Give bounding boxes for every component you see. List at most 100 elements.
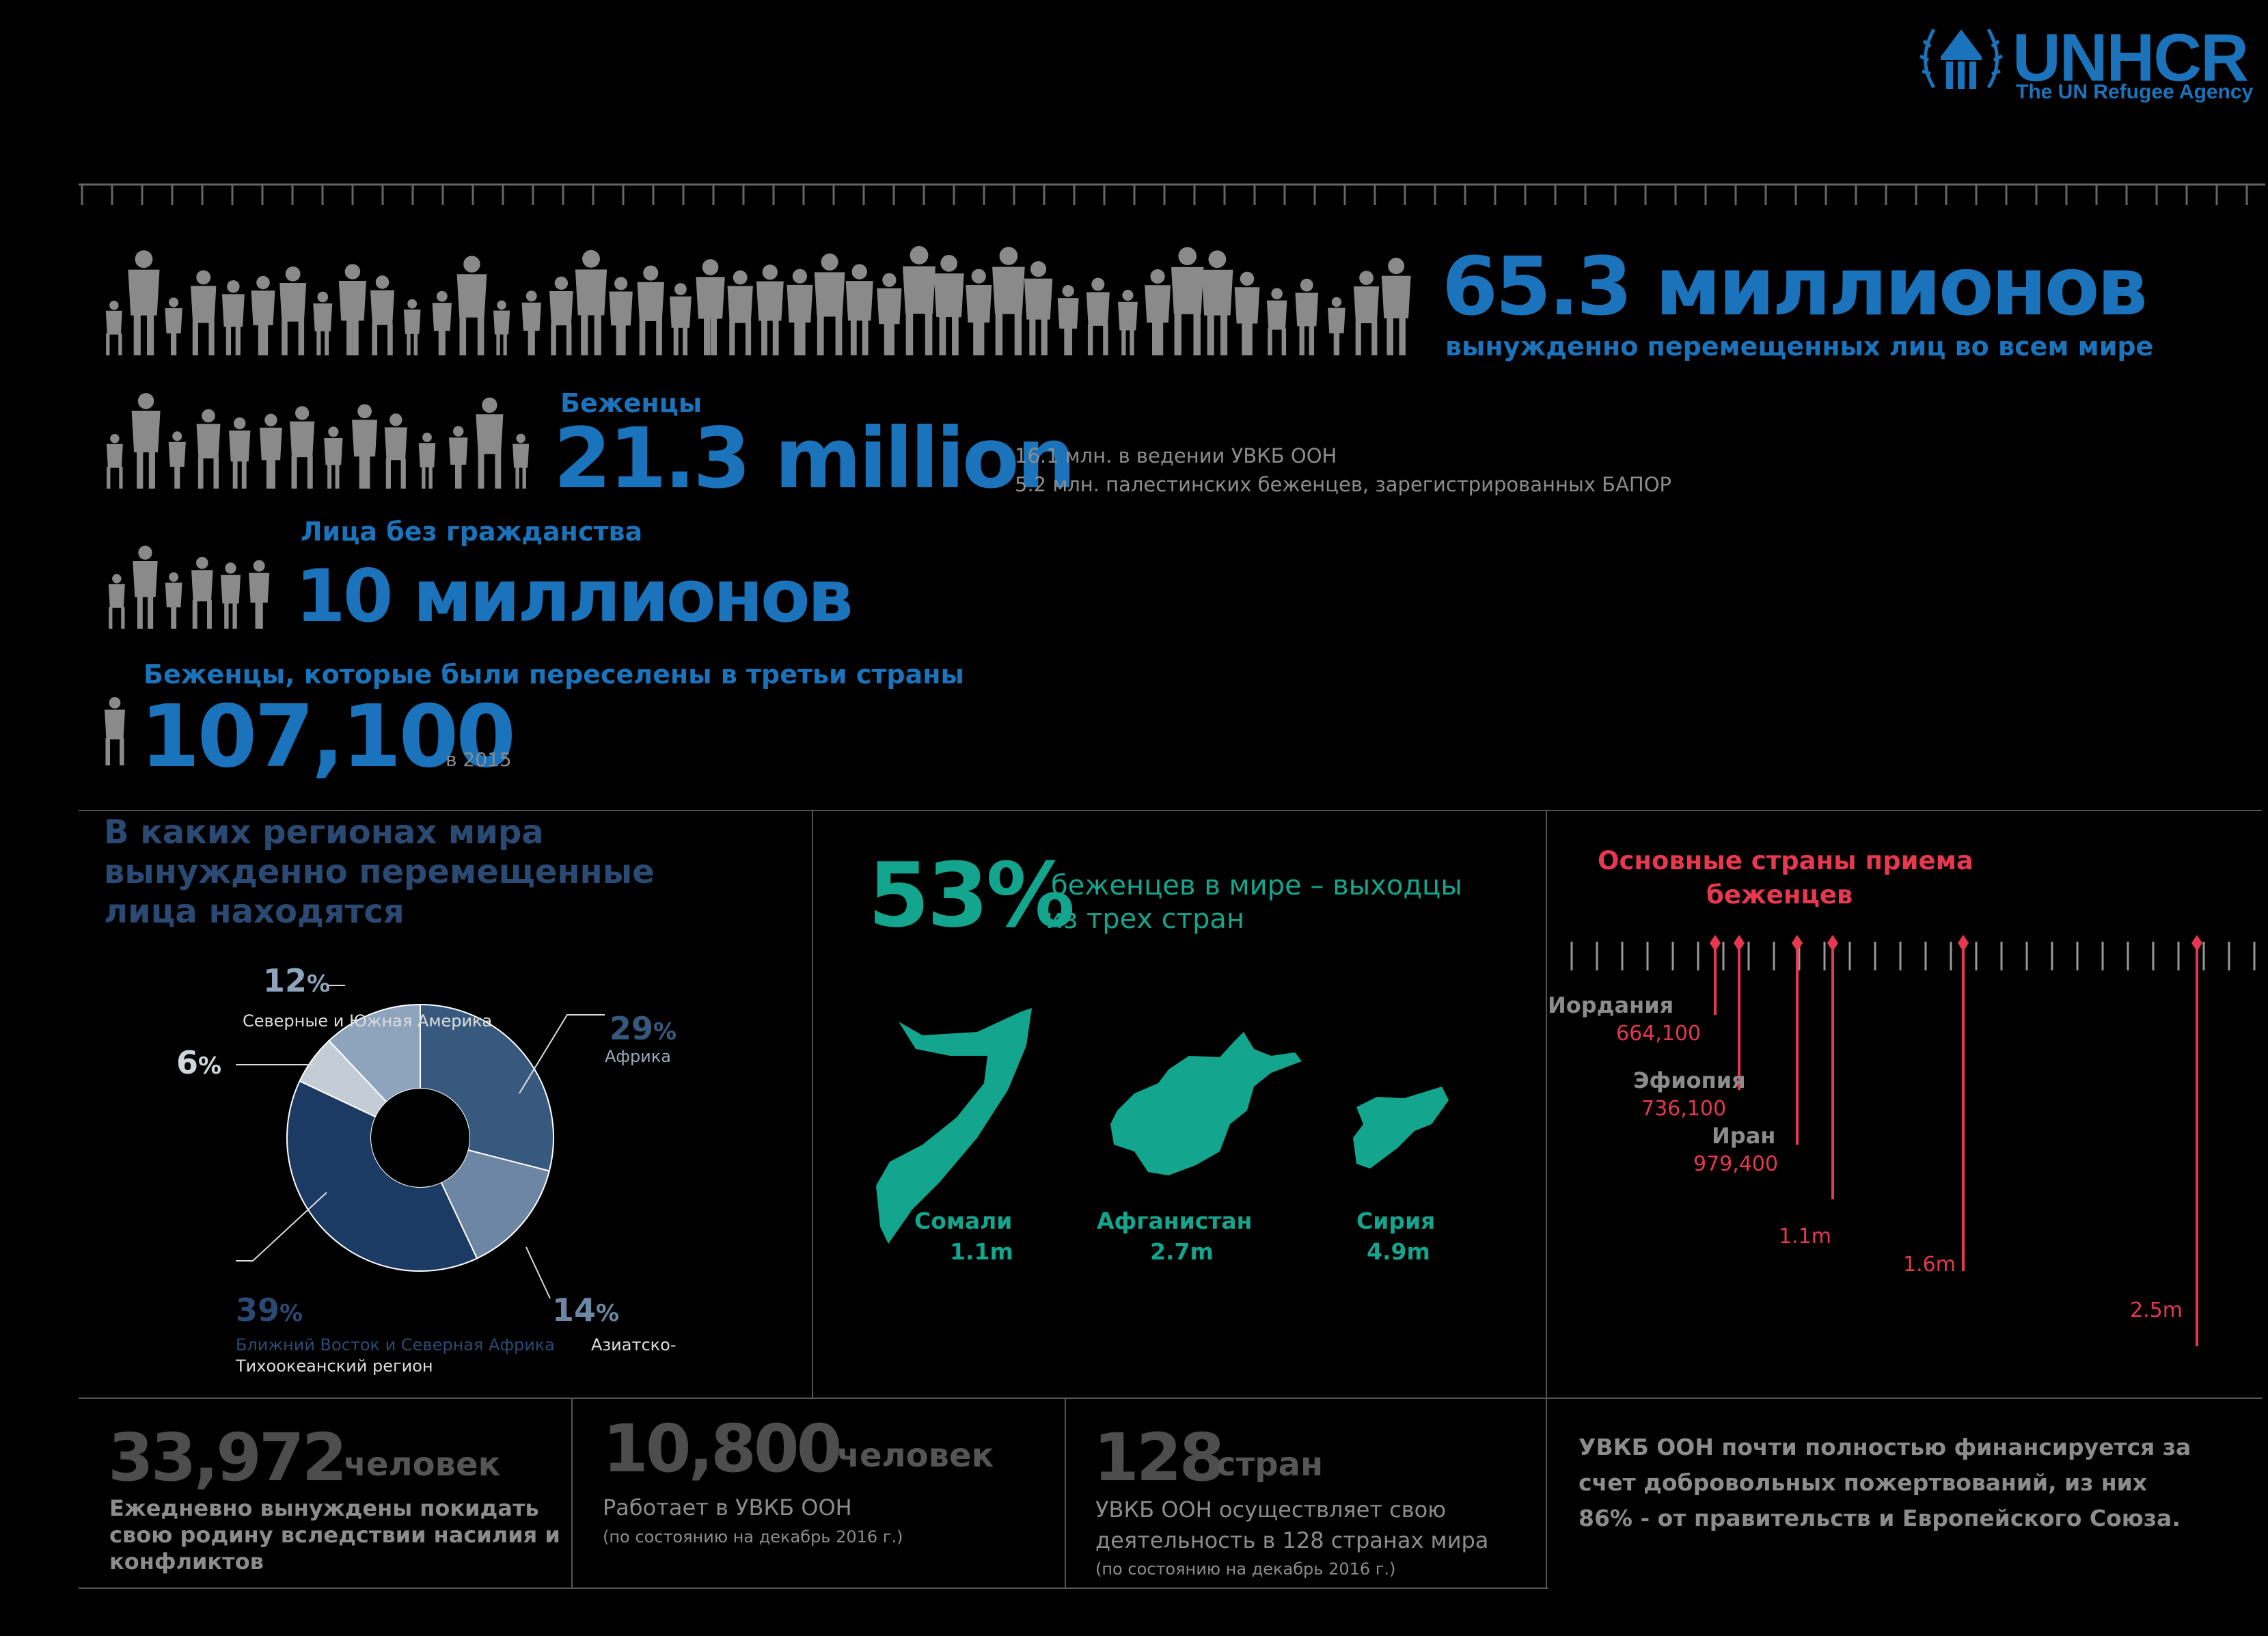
origin-country-syria: Сирия — [1356, 1208, 1436, 1234]
host-value-5: 1.6m — [1903, 1253, 1956, 1277]
stat-3-unit: стран — [1216, 1445, 1324, 1484]
person-silhouette-icon — [313, 291, 333, 355]
person-silhouette-icon — [1201, 250, 1233, 355]
divider-bottom-top — [79, 1398, 2262, 1399]
person-silhouette-icon — [432, 290, 452, 355]
person-silhouette-icon — [196, 409, 221, 489]
person-silhouette-icon — [251, 275, 275, 355]
hosts-title-2: беженцев — [1706, 880, 1853, 910]
person-silhouette-icon — [229, 417, 251, 489]
person-silhouette-icon — [877, 273, 902, 355]
funding-line-2: счет добровольных пожертвований, из них — [1579, 1469, 2148, 1496]
person-silhouette-icon — [696, 259, 725, 355]
regions-title-1: В каких регионах мира — [104, 813, 544, 851]
host-marker-diamond — [2191, 935, 2202, 951]
syria-map-icon — [1353, 1087, 1449, 1169]
person-silhouette-icon — [279, 266, 307, 355]
refugees-title: Беженцы — [560, 388, 702, 418]
headline-value: 65.3 миллионов — [1442, 239, 2148, 333]
people-silhouettes-row-3 — [108, 545, 270, 629]
pie-label-americas-pct: 12% — [263, 962, 331, 999]
person-silhouette-icon — [1234, 271, 1260, 355]
pie-label-asia-pct: 14% — [552, 1292, 620, 1328]
pie-label-mena: Ближний Восток и Северная Африка — [236, 1335, 556, 1354]
pie-label-europe-pct: 6% — [176, 1044, 222, 1081]
host-name-jordan: Иордания — [1548, 992, 1674, 1018]
host-value-iran: 979,400 — [1693, 1152, 1779, 1176]
pie-label-africa: Африка — [605, 1047, 671, 1066]
person-silhouette-icon — [191, 270, 217, 355]
origin-text-1: беженцев в мире – выходцы — [1051, 870, 1462, 901]
person-silhouette-icon — [352, 404, 378, 489]
person-silhouette-icon — [165, 297, 182, 355]
regions-title-3: лица находятся — [104, 892, 405, 931]
person-silhouette-icon — [1266, 288, 1287, 355]
stat-2-value: 10,800 — [603, 1410, 842, 1487]
person-silhouette-icon — [105, 301, 122, 355]
person-silhouette-icon — [966, 269, 992, 355]
stateless-title: Лица без гражданства — [301, 517, 643, 547]
person-silhouette-icon — [131, 393, 161, 489]
person-silhouette-icon — [456, 256, 487, 355]
divider-stat-1 — [571, 1398, 573, 1589]
host-name-ethiopia: Эфиопия — [1633, 1067, 1746, 1093]
person-silhouette-icon — [165, 572, 182, 629]
person-silhouette-icon — [845, 264, 873, 355]
laurel-people-icon — [1919, 28, 2004, 89]
pie-slice-1 — [440, 1149, 551, 1259]
stat-2-line-1: Работает в УВКБ ООН — [603, 1495, 852, 1521]
stat-1-line-2: свою родину вследствии насилия и — [109, 1522, 560, 1548]
person-silhouette-icon — [814, 253, 845, 355]
pie-label-africa-pct: 29% — [610, 1010, 677, 1047]
stat-1-line-3: конфликтов — [109, 1549, 264, 1574]
person-silhouette-icon — [549, 276, 573, 355]
regions-pie-chart — [286, 1003, 554, 1272]
unhcr-logo: UNHCR The UN Refugee Agency — [1913, 19, 2262, 108]
person-silhouette-icon — [1295, 278, 1319, 355]
host-value-4: 1.1m — [1779, 1225, 1831, 1249]
person-silhouette-icon — [290, 406, 315, 489]
person-silhouette-icon — [249, 560, 270, 629]
afghanistan-map-icon — [1110, 1032, 1302, 1175]
stat-3-line-3: (по состоянию на декабрь 2016 г.) — [1095, 1559, 1396, 1579]
host-value-6: 2.5m — [2130, 1298, 2183, 1322]
person-silhouette-icon — [727, 270, 753, 355]
divider-middle-top — [79, 810, 2262, 811]
funding-line-1: УВКБ ООН почти полностью финансируется з… — [1579, 1434, 2191, 1460]
refugees-value: 21.3 million — [554, 410, 1076, 507]
person-silhouette-icon — [1145, 269, 1171, 355]
origin-value-syria: 4.9m — [1367, 1238, 1430, 1265]
host-value-jordan: 664,100 — [1616, 1022, 1702, 1046]
person-silhouette-icon — [1057, 285, 1079, 355]
person-silhouette-icon — [191, 556, 213, 629]
divider-stat-3 — [1546, 1398, 1547, 1589]
origin-text-2: из трех стран — [1046, 903, 1245, 935]
origin-value-afghanistan: 2.7m — [1150, 1238, 1214, 1265]
person-silhouette-icon — [756, 264, 784, 355]
person-silhouette-icon — [575, 249, 607, 355]
stat-2-line-2: (по состоянию на декабрь 2016 г.) — [603, 1527, 903, 1546]
funding-line-3: 86% - от правительств и Европейского Сою… — [1579, 1505, 2181, 1531]
stat-3-value: 128 — [1093, 1419, 1225, 1496]
person-silhouette-icon — [133, 545, 158, 629]
person-silhouette-icon — [1171, 247, 1204, 355]
host-marker-diamond — [1734, 935, 1745, 951]
regions-title-2: вынужденно перемещенные — [104, 853, 655, 891]
person-silhouette-icon — [384, 413, 407, 489]
person-silhouette-icon — [521, 290, 541, 355]
logo-tagline: The UN Refugee Agency — [2016, 81, 2254, 103]
person-silhouette-icon — [992, 247, 1025, 355]
pie-label-asia-2: Тихоокеанский регион — [236, 1356, 433, 1376]
person-silhouette-icon — [513, 433, 530, 489]
person-silhouette-icon — [1328, 297, 1345, 355]
person-silhouette-icon — [933, 254, 964, 355]
person-silhouette-icon — [670, 283, 692, 355]
person-silhouette-icon — [128, 250, 160, 355]
refugees-note-2: 5.2 млн. палестинских беженцев, зарегист… — [1015, 473, 1672, 496]
people-silhouettes-row-2 — [106, 393, 530, 489]
stat-1-line-1: Ежедневно вынуждены покидать — [109, 1495, 539, 1521]
host-marker-diamond — [1827, 935, 1838, 951]
hosts-timeline — [1570, 935, 2256, 1346]
stat-3-line-1: УВКБ ООН осуществляет свою — [1095, 1497, 1447, 1523]
person-silhouette-icon — [1118, 289, 1138, 355]
